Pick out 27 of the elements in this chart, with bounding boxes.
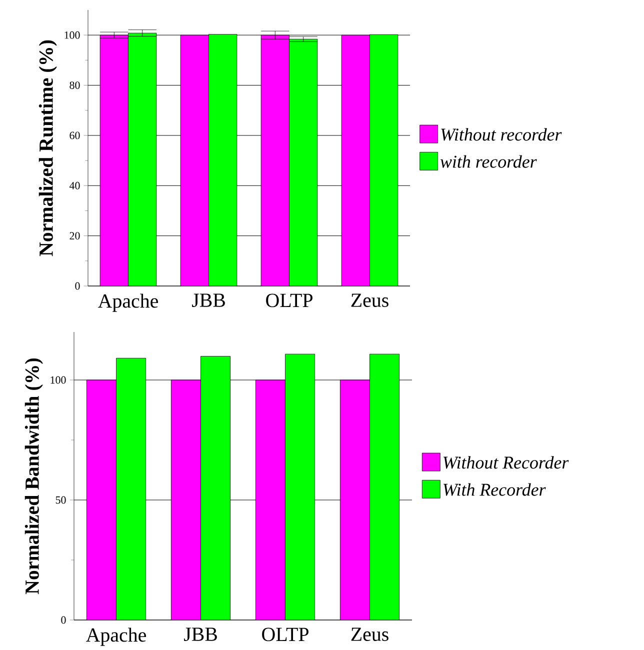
legend-label: with recorder xyxy=(440,155,537,168)
bar xyxy=(370,354,400,620)
y-axis-title: Normalized Bandwidth (%) xyxy=(24,358,43,594)
bar xyxy=(285,354,316,620)
legend-label: Without Recorder xyxy=(444,456,569,469)
y-tick-label: 20 xyxy=(70,232,80,240)
y-tick-label: 100 xyxy=(64,31,80,39)
bar xyxy=(116,358,146,620)
y-tick-label: 100 xyxy=(50,376,66,384)
x-tick-label: OLTP xyxy=(266,294,312,308)
x-tick-label: Apache xyxy=(98,294,158,312)
x-tick-label: JBB xyxy=(192,294,225,307)
y-tick-label: 0 xyxy=(61,616,66,624)
legend-label: With Recorder xyxy=(444,483,546,496)
y-tick-label: 60 xyxy=(70,132,80,140)
y-tick-label: 40 xyxy=(69,182,80,190)
x-tick-label: Apache xyxy=(86,628,146,646)
y-tick-label: 0 xyxy=(75,282,80,290)
y-tick-label: 50 xyxy=(56,496,66,504)
y-axis-title: Normalized Runtime (%) xyxy=(38,40,57,256)
x-tick-label: Zeus xyxy=(351,628,388,641)
y-tick-label: 80 xyxy=(70,82,80,89)
x-tick-label: JBB xyxy=(184,628,217,641)
x-tick-label: Zeus xyxy=(351,294,388,307)
bar xyxy=(200,356,231,620)
legend-label: Without recorder xyxy=(441,128,562,141)
x-tick-label: OLTP xyxy=(262,628,308,642)
